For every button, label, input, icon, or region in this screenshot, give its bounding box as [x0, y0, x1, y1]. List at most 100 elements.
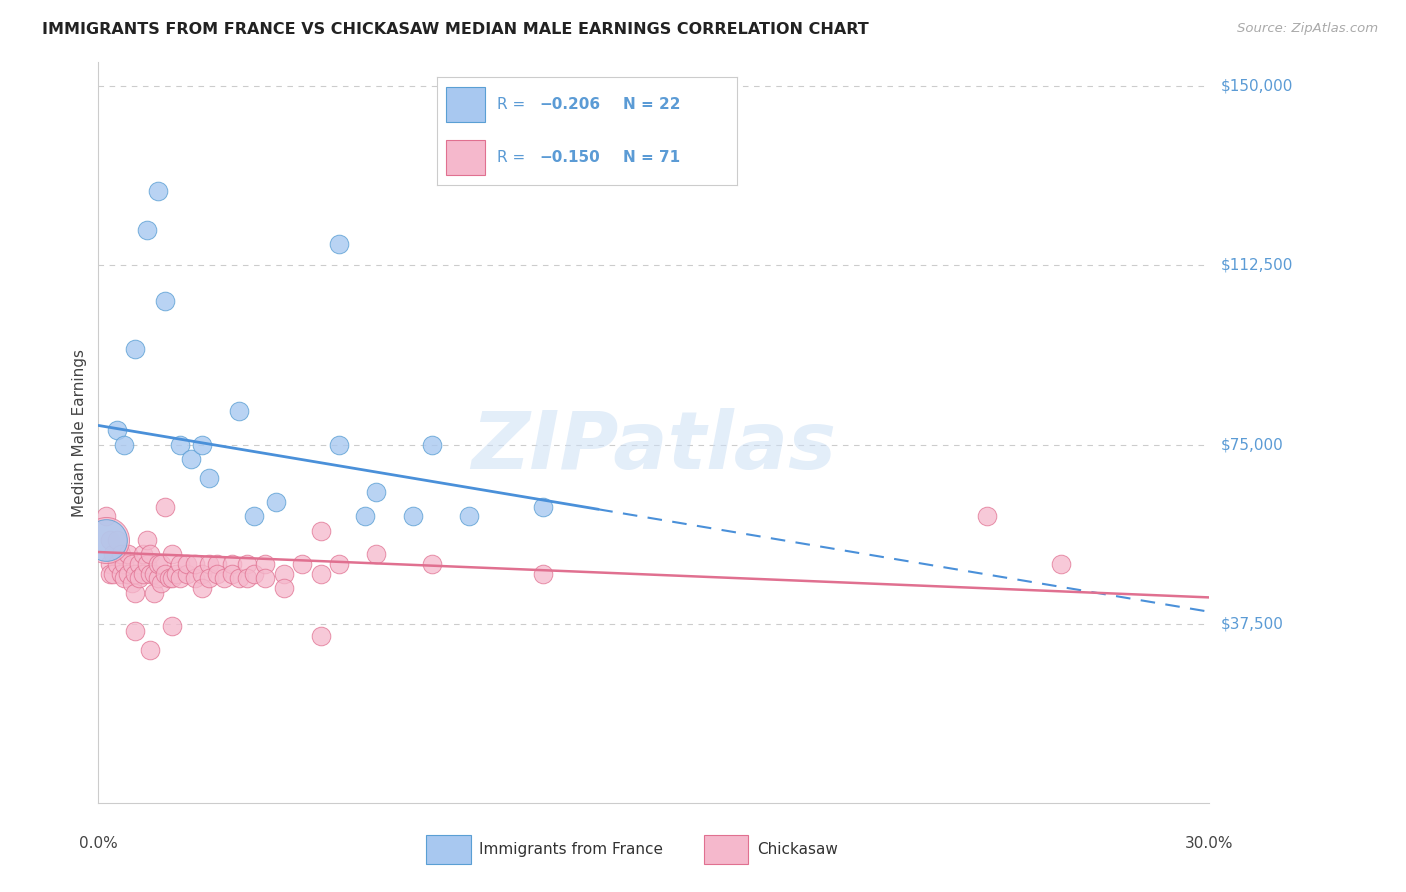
- Point: [112, 557, 135, 571]
- Text: Chickasaw: Chickasaw: [756, 842, 838, 857]
- Point: [198, 557, 221, 571]
- Point: [214, 571, 236, 585]
- Point: [235, 557, 257, 571]
- Point: [183, 557, 205, 571]
- Point: [162, 548, 184, 562]
- Point: [235, 571, 257, 585]
- Point: [165, 566, 187, 581]
- Text: IMMIGRANTS FROM FRANCE VS CHICKASAW MEDIAN MALE EARNINGS CORRELATION CHART: IMMIGRANTS FROM FRANCE VS CHICKASAW MEDI…: [42, 22, 869, 37]
- Point: [139, 643, 162, 657]
- Point: [228, 571, 250, 585]
- Text: Source: ZipAtlas.com: Source: ZipAtlas.com: [1237, 22, 1378, 36]
- Point: [309, 524, 332, 538]
- Point: [128, 557, 150, 571]
- Point: [198, 571, 221, 585]
- Point: [143, 585, 166, 599]
- Text: 0.0%: 0.0%: [79, 836, 118, 851]
- Point: [139, 548, 162, 562]
- Point: [121, 557, 143, 571]
- Point: [94, 533, 117, 547]
- Point: [153, 500, 176, 514]
- Point: [121, 576, 143, 591]
- Point: [457, 509, 479, 524]
- Point: [135, 533, 157, 547]
- Point: [105, 533, 128, 547]
- Point: [205, 557, 228, 571]
- Point: [146, 571, 169, 585]
- Point: [146, 557, 169, 571]
- Y-axis label: Median Male Earnings: Median Male Earnings: [72, 349, 87, 516]
- Point: [169, 571, 191, 585]
- Point: [143, 566, 166, 581]
- Point: [169, 437, 191, 451]
- Point: [328, 437, 350, 451]
- Point: [150, 576, 173, 591]
- Point: [976, 509, 998, 524]
- Point: [105, 557, 128, 571]
- Point: [420, 437, 443, 451]
- Point: [291, 557, 314, 571]
- Point: [110, 548, 132, 562]
- Text: $112,500: $112,500: [1220, 258, 1292, 273]
- Point: [98, 533, 121, 547]
- Point: [221, 557, 243, 571]
- Point: [264, 495, 287, 509]
- Point: [153, 294, 176, 309]
- Point: [354, 509, 377, 524]
- Point: [112, 437, 135, 451]
- Text: $37,500: $37,500: [1220, 616, 1284, 632]
- Text: ZIPatlas: ZIPatlas: [471, 409, 837, 486]
- Point: [309, 629, 332, 643]
- Point: [243, 566, 266, 581]
- Point: [309, 566, 332, 581]
- Text: $150,000: $150,000: [1220, 78, 1292, 94]
- Point: [117, 566, 139, 581]
- Point: [128, 571, 150, 585]
- Point: [191, 437, 214, 451]
- Point: [124, 624, 146, 638]
- Point: [98, 566, 121, 581]
- Point: [198, 471, 221, 485]
- Point: [135, 222, 157, 236]
- Point: [162, 619, 184, 633]
- Point: [253, 571, 276, 585]
- Point: [135, 557, 157, 571]
- Point: [328, 557, 350, 571]
- Point: [273, 581, 295, 595]
- Point: [103, 548, 125, 562]
- Text: 30.0%: 30.0%: [1185, 836, 1233, 851]
- Text: Immigrants from France: Immigrants from France: [479, 842, 664, 857]
- Point: [180, 451, 202, 466]
- Point: [105, 423, 128, 437]
- Point: [117, 548, 139, 562]
- Point: [366, 548, 388, 562]
- Point: [531, 566, 554, 581]
- Point: [531, 500, 554, 514]
- Point: [1050, 557, 1073, 571]
- Point: [112, 571, 135, 585]
- Point: [205, 566, 228, 581]
- Point: [191, 566, 214, 581]
- Point: [162, 571, 184, 585]
- Point: [228, 404, 250, 418]
- Point: [243, 509, 266, 524]
- FancyBboxPatch shape: [426, 835, 471, 864]
- Point: [139, 566, 162, 581]
- Point: [103, 566, 125, 581]
- Point: [132, 548, 155, 562]
- Point: [132, 566, 155, 581]
- Point: [176, 566, 198, 581]
- Point: [328, 236, 350, 251]
- Point: [273, 566, 295, 581]
- Point: [94, 533, 117, 547]
- Point: [366, 485, 388, 500]
- Point: [402, 509, 425, 524]
- Point: [124, 342, 146, 356]
- Point: [150, 557, 173, 571]
- Point: [253, 557, 276, 571]
- FancyBboxPatch shape: [704, 835, 748, 864]
- Point: [110, 566, 132, 581]
- Point: [146, 185, 169, 199]
- Point: [157, 571, 180, 585]
- Point: [169, 557, 191, 571]
